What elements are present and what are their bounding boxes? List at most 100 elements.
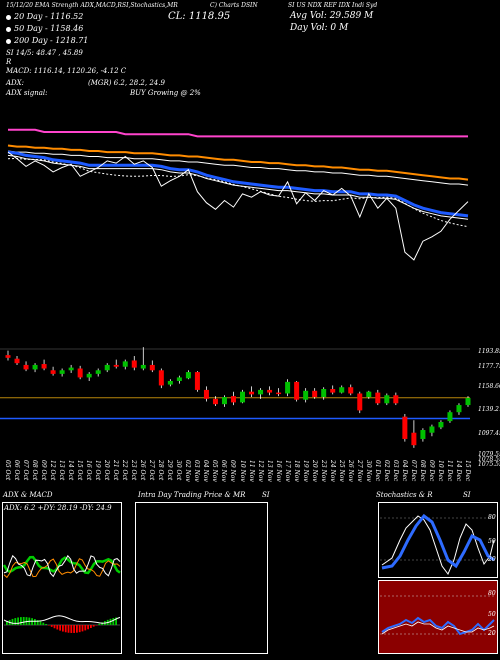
macd-bar: [92, 625, 95, 627]
adx-readout: ADX: 6.2 +DY: 28.19 -DY: 24.9: [4, 504, 112, 512]
candle-body: [221, 397, 227, 405]
macd-bar: [56, 625, 59, 630]
price-axis-label: 1078.55: [478, 456, 500, 463]
candle-body: [357, 393, 363, 411]
intraday-si-label: SI: [262, 491, 270, 499]
candle-body: [176, 377, 182, 381]
adx-line: [3, 554, 121, 578]
ema-chart: [7, 128, 469, 261]
rsi-panel: [378, 580, 498, 654]
ema20-text: 20 Day - 1116.52: [14, 12, 84, 21]
adx-values: (MGR) 6.2, 28.2, 24.9: [88, 79, 165, 87]
header-line-1: 15/12/20 EMA Strength ADX,MACD,R: [6, 2, 122, 9]
price-axis-label: 1193.85: [478, 348, 500, 355]
candle-body: [194, 372, 200, 390]
avg-vol-label: Avg Vol: 29.589 M: [290, 11, 374, 21]
price-line: [7, 151, 469, 261]
candle-body: [32, 364, 38, 370]
stoch-d-line: [381, 513, 495, 570]
ema50-dot: [6, 26, 11, 32]
candle-body: [303, 390, 309, 400]
header-line-1c: C) Charts DSIN: [210, 2, 258, 9]
candle-body: [5, 355, 11, 358]
adx-macd-panel: [2, 502, 122, 654]
macd-bar: [73, 625, 75, 633]
candle-body: [276, 392, 282, 395]
macd-bar: [22, 617, 25, 625]
macd-line: [3, 615, 121, 624]
candle-body: [258, 389, 264, 395]
macd-bar: [95, 625, 98, 626]
macd-bar: [6, 621, 8, 625]
macd-bar: [25, 617, 28, 625]
macd-bar: [115, 617, 117, 625]
ema50-text: 50 Day - 1158.46: [14, 24, 84, 33]
macd-bar: [48, 625, 50, 626]
macd-bar: [62, 625, 64, 632]
macd-bar: [42, 622, 45, 625]
ema-band-upper: [7, 150, 469, 186]
stoch-si-label: SI: [463, 491, 471, 499]
buy-signal: BUY Growing @ 2%: [130, 89, 201, 97]
candle-body: [113, 364, 119, 367]
ema50-label: 50 Day - 1158.46: [6, 24, 83, 33]
candle-body: [429, 426, 435, 433]
rsi-signal-line: [381, 621, 495, 635]
stoch-panel-title: Stochastics & R: [376, 491, 433, 499]
candle-body: [294, 381, 300, 400]
intraday-panel: [135, 502, 268, 654]
macd-bar: [76, 625, 78, 633]
macd-bar: [64, 625, 67, 633]
adx-plus-di-line: [2, 555, 121, 575]
candle-body: [456, 405, 462, 413]
candle-body: [14, 358, 20, 364]
macd-bar: [17, 617, 19, 625]
candle-body: [420, 430, 426, 439]
candle-body: [122, 361, 128, 367]
adx-signal-label: ADX signal:: [6, 89, 48, 97]
candle-body: [140, 364, 146, 369]
stoch-k-line: [381, 515, 495, 575]
candle-body: [68, 367, 74, 371]
candle-body: [267, 389, 273, 393]
ema20-dot: [6, 14, 11, 20]
price-axis-label: 1097.45: [478, 430, 500, 437]
candle-body: [465, 397, 471, 406]
candle-body: [86, 373, 92, 378]
macd-bar: [14, 618, 17, 625]
price-axis-label: 1079.55: [478, 451, 500, 458]
price-axis-label: 1139.21: [478, 406, 500, 413]
macd-bar: [53, 625, 56, 629]
adx-label: ADX:: [6, 79, 25, 87]
macd-bar: [45, 624, 47, 625]
candle-body: [41, 364, 47, 369]
candle-body: [50, 370, 56, 374]
price-axis-label: 1075.55: [478, 461, 500, 468]
candle-body: [77, 368, 83, 378]
candle-body: [95, 370, 101, 374]
candle-body: [149, 364, 155, 371]
macd-bar: [67, 625, 70, 633]
stoch-axis-label: 50: [488, 538, 496, 545]
adx-minus-di-line: [3, 558, 121, 579]
candle-body: [249, 391, 255, 395]
candle-body: [348, 387, 354, 394]
header-line-1d: SI US NDX REF IDX Indi Syd: [288, 2, 378, 9]
rsi-axis-label: 50: [488, 611, 496, 618]
adx-panel-title: ADX & MACD: [3, 491, 53, 499]
stoch-axis-label: 20: [488, 556, 496, 563]
candle-body: [447, 412, 453, 422]
candle-body: [339, 387, 345, 393]
ema20-line: [7, 150, 469, 218]
rsi-axis-label: 20: [488, 630, 496, 637]
candle-body: [312, 390, 318, 398]
candle-body: [203, 389, 209, 399]
candle-body: [384, 395, 390, 404]
ema200-dot: [6, 38, 11, 44]
macd-bar: [87, 625, 89, 630]
signal-dotted-line: [7, 157, 469, 228]
candle-body: [185, 372, 191, 379]
intraday-panel-title: Intra Day Trading Price & MR: [138, 491, 246, 499]
